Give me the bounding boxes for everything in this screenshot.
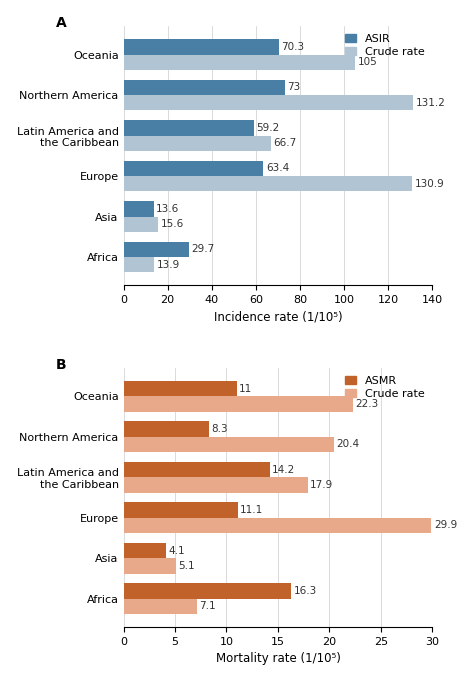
Bar <box>124 436 334 452</box>
Text: 4.1: 4.1 <box>168 546 185 556</box>
Text: A: A <box>55 16 66 30</box>
Bar <box>124 421 209 436</box>
Text: 66.7: 66.7 <box>273 138 296 148</box>
Bar <box>124 381 237 396</box>
Text: 70.3: 70.3 <box>281 42 304 52</box>
Bar <box>124 55 355 70</box>
Text: 16.3: 16.3 <box>294 586 317 596</box>
Text: 63.4: 63.4 <box>266 164 289 173</box>
Text: 15.6: 15.6 <box>160 219 183 229</box>
Bar <box>124 39 279 55</box>
Text: 17.9: 17.9 <box>310 480 334 490</box>
Text: 29.7: 29.7 <box>191 244 215 254</box>
Text: 11.1: 11.1 <box>240 505 264 515</box>
Text: 11: 11 <box>239 383 253 394</box>
Text: 8.3: 8.3 <box>211 424 228 434</box>
Text: 22.3: 22.3 <box>356 399 379 409</box>
Bar <box>124 216 158 232</box>
Bar <box>124 462 270 477</box>
Bar <box>124 518 431 533</box>
Bar <box>124 503 238 518</box>
Text: 14.2: 14.2 <box>272 464 295 475</box>
Text: 73: 73 <box>287 83 301 92</box>
Text: 20.4: 20.4 <box>336 439 359 449</box>
Bar <box>124 201 154 216</box>
Bar <box>124 257 154 272</box>
Text: 105: 105 <box>357 57 377 68</box>
Text: 59.2: 59.2 <box>256 123 280 133</box>
Bar <box>124 95 413 110</box>
Bar <box>124 599 197 614</box>
Bar <box>124 136 271 151</box>
Text: 29.9: 29.9 <box>434 520 457 531</box>
Bar <box>124 543 166 559</box>
X-axis label: Mortality rate (1/10⁵): Mortality rate (1/10⁵) <box>216 653 340 666</box>
Bar <box>124 120 254 136</box>
Legend: ASIR, Crude rate: ASIR, Crude rate <box>343 32 427 59</box>
Bar <box>124 80 284 95</box>
Text: 130.9: 130.9 <box>415 179 445 189</box>
Bar <box>124 176 412 192</box>
X-axis label: Incidence rate (1/10⁵): Incidence rate (1/10⁵) <box>214 310 342 324</box>
Text: 131.2: 131.2 <box>415 98 445 108</box>
Bar <box>124 477 308 492</box>
Bar <box>124 583 292 599</box>
Bar <box>124 161 264 176</box>
Text: 13.6: 13.6 <box>156 204 179 214</box>
Text: 13.9: 13.9 <box>157 260 180 269</box>
Bar <box>124 559 176 574</box>
Bar <box>124 241 189 257</box>
Text: B: B <box>55 357 66 372</box>
Text: 7.1: 7.1 <box>199 602 216 611</box>
Bar <box>124 396 353 412</box>
Text: 5.1: 5.1 <box>179 561 195 571</box>
Legend: ASMR, Crude rate: ASMR, Crude rate <box>343 374 427 401</box>
